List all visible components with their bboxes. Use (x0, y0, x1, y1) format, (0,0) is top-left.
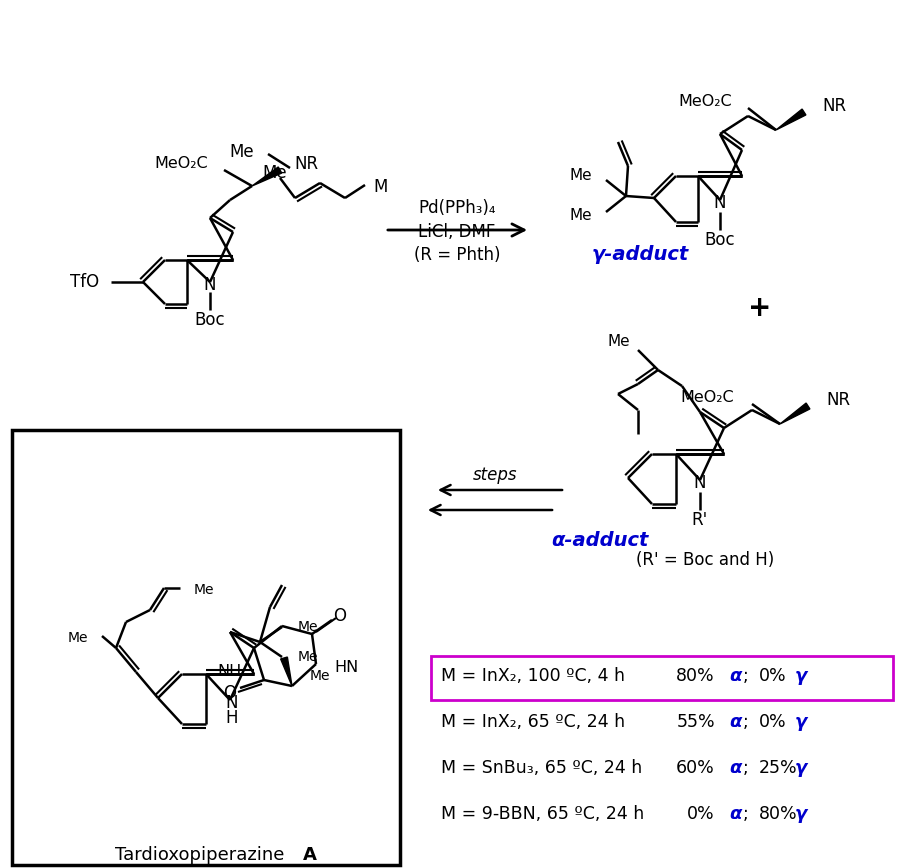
Text: ;: ; (742, 759, 748, 777)
Text: M = InX₂, 100 ºC, 4 h: M = InX₂, 100 ºC, 4 h (441, 667, 624, 685)
Polygon shape (775, 109, 805, 130)
Text: 0%: 0% (758, 713, 786, 731)
Text: N: N (226, 694, 238, 712)
Text: α: α (728, 805, 741, 823)
Text: N: N (203, 276, 216, 294)
Text: γ-adduct: γ-adduct (590, 246, 688, 265)
Text: 0%: 0% (758, 667, 786, 685)
Text: γ: γ (794, 759, 806, 777)
Text: Me: Me (298, 650, 318, 664)
Text: γ: γ (794, 805, 806, 823)
Text: NR: NR (825, 391, 849, 409)
Text: 80%: 80% (676, 667, 714, 685)
Text: NH: NH (218, 665, 241, 680)
Text: MeO₂C: MeO₂C (680, 391, 733, 405)
Text: O: O (333, 607, 346, 625)
Bar (431, 656, 892, 700)
Text: Me: Me (298, 620, 318, 634)
Text: ;: ; (742, 713, 748, 731)
Text: NR: NR (821, 97, 845, 115)
Text: M = 9-BBN, 65 ºC, 24 h: M = 9-BBN, 65 ºC, 24 h (441, 805, 643, 823)
Text: M = SnBu₃, 65 ºC, 24 h: M = SnBu₃, 65 ºC, 24 h (441, 759, 641, 777)
Text: 0%: 0% (687, 805, 714, 823)
Text: Me: Me (262, 164, 287, 182)
Text: α: α (728, 759, 741, 777)
Text: O: O (223, 684, 236, 702)
Text: steps: steps (472, 466, 517, 484)
Bar (12, 430, 400, 865)
Text: M: M (373, 178, 387, 196)
Text: MeO₂C: MeO₂C (678, 95, 732, 109)
Text: Me: Me (67, 631, 87, 645)
Text: Boc: Boc (194, 311, 225, 329)
Text: ;: ; (742, 805, 748, 823)
Text: Me: Me (194, 583, 214, 597)
Text: M = InX₂, 65 ºC, 24 h: M = InX₂, 65 ºC, 24 h (441, 713, 624, 731)
Polygon shape (779, 403, 809, 424)
Text: γ: γ (794, 713, 806, 731)
Text: +: + (748, 294, 771, 322)
Text: γ: γ (794, 667, 806, 685)
Text: Me: Me (607, 334, 630, 350)
Text: H: H (226, 709, 238, 727)
Polygon shape (251, 167, 281, 186)
Text: α: α (728, 713, 741, 731)
Text: 55%: 55% (676, 713, 714, 731)
Text: A: A (302, 846, 316, 864)
Text: 60%: 60% (676, 759, 714, 777)
Text: Pd(PPh₃)₄: Pd(PPh₃)₄ (418, 199, 496, 217)
Text: (R' = Boc and H): (R' = Boc and H) (635, 551, 773, 569)
Text: α: α (728, 667, 741, 685)
Text: 80%: 80% (758, 805, 797, 823)
Text: (R = Phth): (R = Phth) (414, 246, 500, 264)
Polygon shape (281, 657, 292, 686)
Text: Me: Me (568, 168, 591, 183)
Text: Me: Me (310, 669, 330, 683)
Text: Tardioxopiperazine: Tardioxopiperazine (115, 846, 284, 864)
Text: ;: ; (742, 667, 748, 685)
Text: TfO: TfO (70, 273, 99, 291)
Text: R': R' (691, 511, 707, 529)
Text: HN: HN (333, 661, 358, 675)
Text: N: N (693, 474, 705, 492)
Text: 25%: 25% (758, 759, 797, 777)
Text: MeO₂C: MeO₂C (154, 156, 208, 172)
Text: Boc: Boc (704, 231, 734, 249)
Text: α-adduct: α-adduct (551, 530, 648, 549)
Text: Me: Me (230, 143, 254, 161)
Text: LiCl, DMF: LiCl, DMF (418, 223, 496, 241)
Text: N: N (713, 194, 725, 212)
Text: Me: Me (568, 208, 591, 223)
Text: NR: NR (293, 155, 318, 173)
